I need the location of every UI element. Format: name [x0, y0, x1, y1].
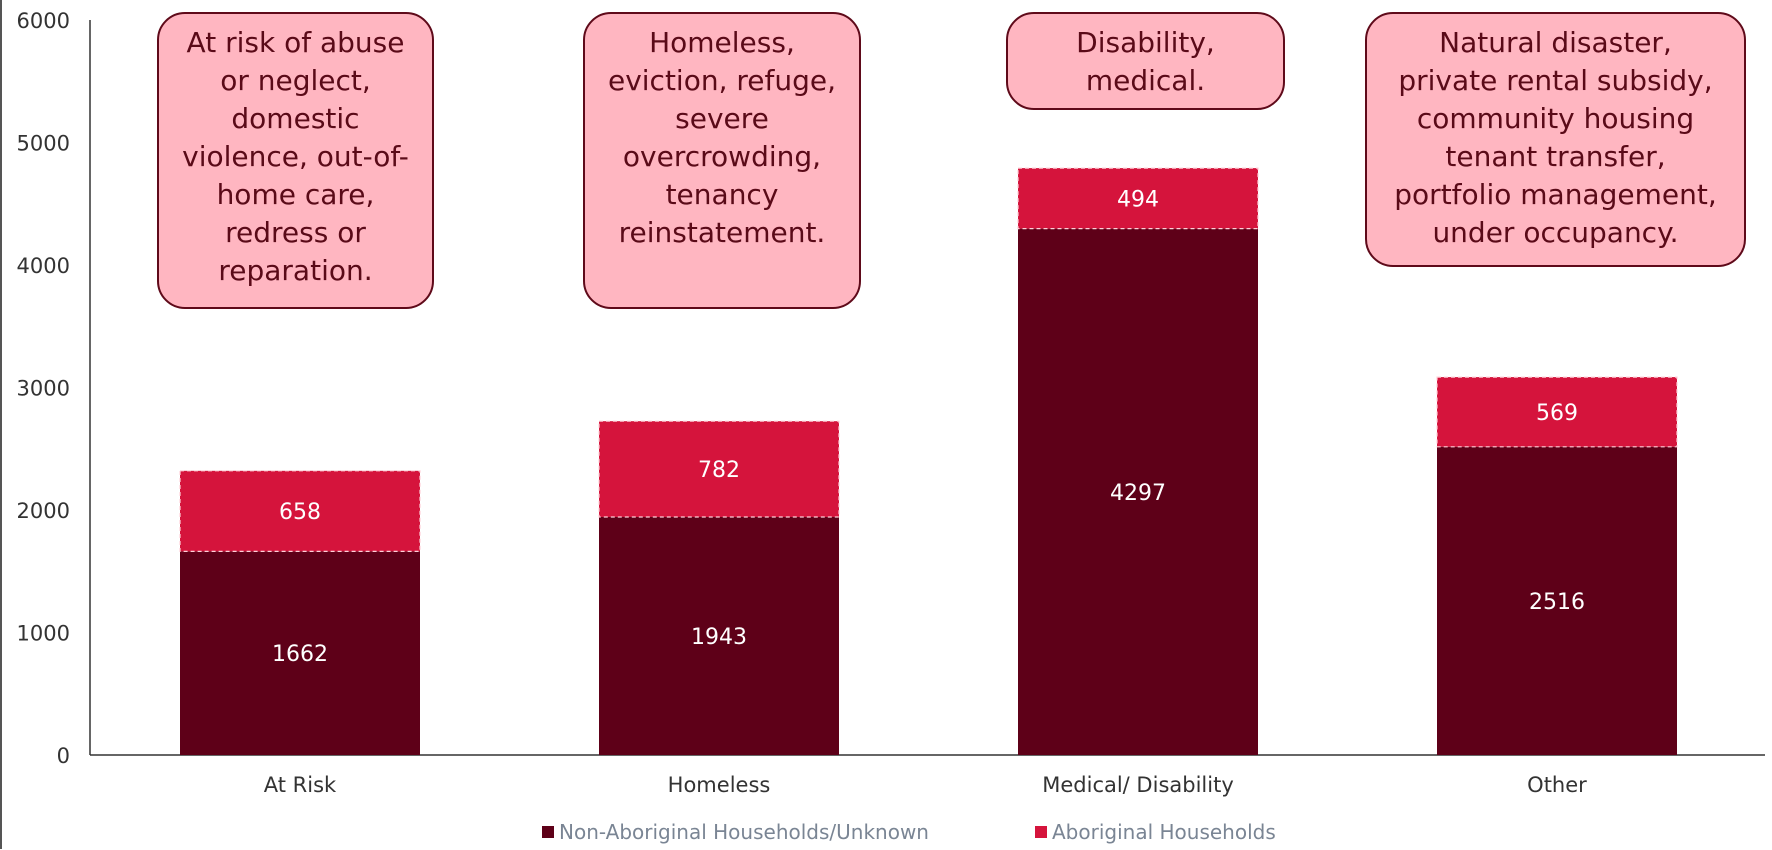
- y-tick-label: 0: [57, 744, 70, 768]
- legend-swatch-aboriginal: [1035, 826, 1047, 838]
- annotation-homeless: Homeless, eviction, refuge, severe overc…: [583, 12, 861, 309]
- annotation-other: Natural disaster, private rental subsidy…: [1365, 12, 1746, 267]
- data-label: 569: [1536, 401, 1578, 426]
- data-label: 494: [1117, 187, 1159, 212]
- annotation-at-risk: At risk of abuse or neglect, domestic vi…: [157, 12, 434, 309]
- x-axis: At Risk Homeless Medical/ Disability Other: [90, 754, 1765, 797]
- bar-segment-aboriginal: [179, 470, 421, 553]
- annotation-medical-disability: Disability, medical.: [1006, 12, 1285, 110]
- x-tick-label: Medical/ Disability: [1042, 773, 1234, 797]
- x-tick-label: Other: [1527, 773, 1587, 797]
- bar-segment-non-aboriginal: [599, 516, 839, 755]
- x-tick-label: At Risk: [264, 773, 337, 797]
- data-label: 4297: [1110, 481, 1166, 506]
- x-tick-label: Homeless: [668, 773, 771, 797]
- bar-segment-non-aboriginal: [1437, 446, 1677, 755]
- bar-segment-aboriginal: [1436, 376, 1678, 448]
- y-tick-label: 1000: [17, 622, 70, 646]
- legend-swatch-non-aboriginal: [542, 826, 554, 838]
- legend-label-aboriginal: Aboriginal Households: [1052, 820, 1276, 844]
- bar-segment-non-aboriginal: [1018, 228, 1258, 755]
- y-tick-label: 3000: [17, 377, 70, 401]
- data-label: 658: [279, 500, 321, 525]
- data-label: 2516: [1529, 590, 1585, 615]
- plot-frame-edge: [0, 0, 2, 849]
- data-label: 1943: [691, 625, 747, 650]
- data-label: 782: [698, 458, 740, 483]
- bar-segment-aboriginal: [1017, 167, 1259, 230]
- legend: Non-Aboriginal Households/Unknown Aborig…: [0, 820, 1772, 850]
- y-axis: 0 1000 2000 3000 4000 5000 6000: [17, 9, 91, 768]
- data-label: 1662: [272, 642, 328, 667]
- y-tick-label: 5000: [17, 132, 70, 156]
- bars: 1662 658 1943 782 4297 494 2516 569: [179, 167, 1678, 755]
- legend-item-aboriginal[interactable]: Aboriginal Households: [1035, 820, 1276, 844]
- legend-item-non-aboriginal[interactable]: Non-Aboriginal Households/Unknown: [542, 820, 929, 844]
- y-tick-label: 2000: [17, 499, 70, 523]
- bar-segment-non-aboriginal: [180, 551, 420, 755]
- legend-label-non-aboriginal: Non-Aboriginal Households/Unknown: [559, 820, 929, 844]
- y-tick-label: 6000: [17, 9, 70, 33]
- bar-segment-aboriginal: [598, 420, 840, 518]
- y-tick-label: 4000: [17, 254, 70, 278]
